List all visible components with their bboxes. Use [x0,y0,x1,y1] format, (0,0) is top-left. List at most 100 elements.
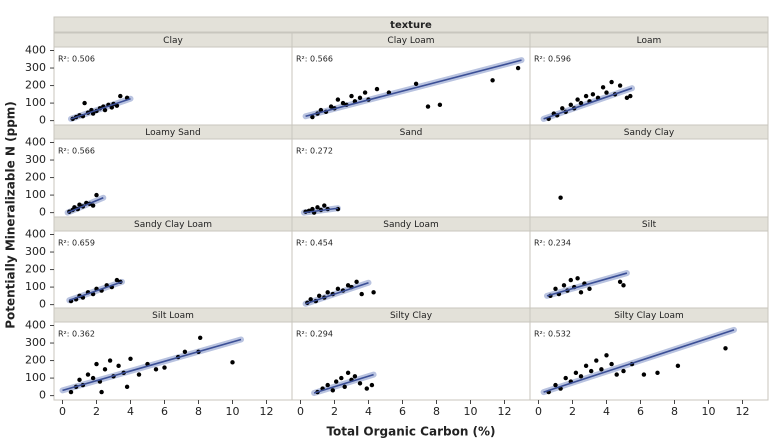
header-strip [53,16,769,33]
point [102,367,108,372]
y-tick-label: 200 [25,171,46,184]
y-tick-label: 100 [25,280,46,293]
point [621,283,626,288]
panel-title: Sandy Clay [624,128,675,138]
point [573,370,579,376]
point [109,105,115,110]
y-tick-label: 200 [25,263,46,276]
point [600,85,606,90]
y-tick-label: 0 [39,298,46,311]
point [641,372,647,377]
point [334,379,339,384]
point [317,293,322,299]
point [325,290,330,295]
y-tick-label: 200 [25,354,46,367]
point [77,377,82,383]
point [114,103,120,108]
r2-label: R²: 0.566 [296,55,333,64]
point [589,368,594,374]
panel [529,138,769,218]
x-tick-label: 10 [702,405,716,418]
point [614,372,619,377]
y-tick-label: 100 [25,371,46,384]
panel-title: Clay [163,36,183,46]
panel-title: Silt [642,220,657,230]
point [310,206,315,212]
y-tick-label: 200 [25,79,46,92]
x-tick-label: 6 [399,405,406,418]
x-tick-label: 2 [331,405,338,418]
point [675,363,681,369]
point [515,65,521,71]
panel-title: Loamy Sand [145,128,200,138]
y-tick-label: 0 [39,206,46,219]
y-tick-label: 400 [25,136,46,149]
y-tick-label: 100 [25,96,46,109]
point [90,203,96,208]
point [90,375,96,381]
point [617,83,623,88]
point [99,389,104,395]
x-tick-label: 8 [671,405,678,418]
x-tick-label: 8 [433,405,440,418]
point [490,78,495,83]
point [624,95,630,101]
r2-label: R²: 0.234 [534,239,571,248]
point [604,90,609,95]
x-tick-label: 10 [226,405,240,418]
y-tick-label: 100 [25,188,46,201]
x-tick-label: 12 [736,405,750,418]
point [345,283,351,288]
point [587,286,592,292]
point [77,202,82,207]
y-tick-label: 300 [25,245,46,258]
point [85,372,91,377]
panel-title: Silty Clay [390,311,433,321]
point [617,279,623,285]
x-tick-label: 12 [260,405,274,418]
point [94,192,99,198]
point [345,370,351,376]
point [362,90,368,95]
r2-label: R²: 0.566 [58,147,95,156]
fit-line [546,272,628,297]
point [342,384,347,390]
point [136,372,142,377]
point [153,367,159,372]
point [322,203,327,208]
point [339,375,344,381]
x-axis-title: Total Organic Carbon (%) [326,425,495,439]
fit-line [303,207,339,214]
point [330,388,335,393]
y-tick-label: 0 [39,114,46,127]
chart-title: texture [390,20,432,31]
point [604,353,609,358]
point [107,358,113,363]
point [575,97,580,102]
point [102,107,108,113]
point [357,381,363,386]
fit-line [62,338,242,392]
point [553,286,558,292]
x-tick-label: 10 [464,405,478,418]
point [568,277,573,283]
x-tick-label: 4 [603,405,610,418]
r2-label: R²: 0.506 [58,55,95,64]
point [335,286,341,292]
point [357,95,363,101]
y-tick-label: 300 [25,336,46,349]
x-tick-label: 4 [365,405,372,418]
point [425,104,431,109]
r2-label: R²: 0.294 [296,330,333,339]
point [349,93,354,99]
panel-title: Sandy Clay Loam [134,220,212,230]
point [371,290,376,295]
panel [529,321,769,401]
point [590,92,596,97]
r2-label: R²: 0.596 [534,55,571,64]
point [182,349,188,354]
point [308,297,313,302]
fit-line [543,329,735,393]
panel-title: Sand [400,128,423,138]
